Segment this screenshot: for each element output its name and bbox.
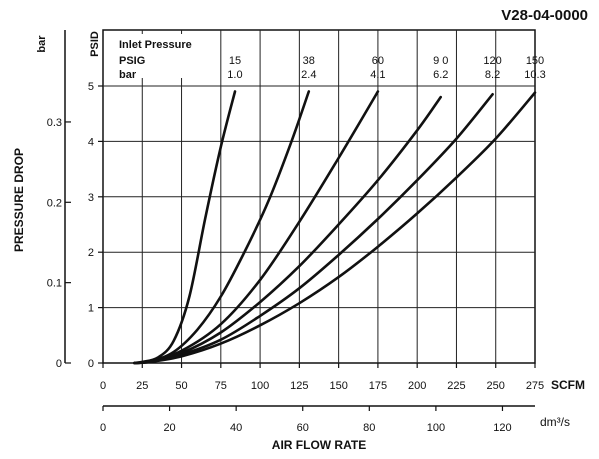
legend-title: Inlet Pressure	[119, 39, 192, 51]
scfm-unit-label: SCFM	[551, 378, 585, 392]
curve-label-bar: 8.2	[485, 69, 500, 81]
curve-label-psig: 9 0	[433, 55, 448, 67]
y-tick-label-psid: 5	[88, 81, 94, 93]
x-tick-label-dm3s: 120	[493, 422, 511, 434]
x-tick-label-scfm: 0	[100, 380, 106, 392]
curve-label-bar: 10.3	[524, 69, 545, 81]
x-ticks-dm3s: 0 20 40 60 80 100 120	[100, 406, 512, 434]
x-tick-label-scfm: 200	[408, 380, 426, 392]
curve-label-psig: 150	[526, 55, 544, 67]
y-tick-label-bar: 0	[56, 358, 62, 370]
curve-series-6	[133, 91, 537, 365]
x-tick-label-scfm: 175	[369, 380, 387, 392]
x-tick-label-scfm: 25	[136, 380, 148, 392]
curve-series-1	[133, 90, 237, 365]
bar-unit-label: bar	[36, 35, 48, 53]
y-tick-label-bar: 0.2	[47, 197, 62, 209]
curve-labels: 15 1.0 38 2.4 60 4.1 9 0 6.2 120 8.2 150 10.3	[227, 55, 545, 81]
psid-unit-label: PSID	[89, 31, 101, 57]
legend-background	[110, 34, 218, 78]
y-tick-label-psid: 2	[88, 247, 94, 259]
x-tick-label-dm3s: 100	[427, 422, 445, 434]
curve-label-psig: 38	[303, 55, 315, 67]
x-tick-label-scfm: 250	[487, 380, 505, 392]
y-tick-label-bar: 0.1	[47, 278, 62, 290]
x-tick-label-dm3s: 20	[163, 422, 175, 434]
x-tick-label-scfm: 225	[447, 380, 465, 392]
grid	[103, 30, 535, 363]
y-ticks-bar: 0 0.1 0.2 0.3	[47, 117, 71, 370]
x-tick-label-dm3s: 80	[363, 422, 375, 434]
curve-label-psig: 15	[229, 55, 241, 67]
x-tick-label-dm3s: 40	[230, 422, 242, 434]
x-tick-label-scfm: 100	[251, 380, 269, 392]
x-tick-label-scfm: 150	[329, 380, 347, 392]
curve-label-bar: 6.2	[433, 69, 448, 81]
x-tick-label-scfm: 125	[290, 380, 308, 392]
y-ticks-psid: 0 1 2 3 4 5	[88, 81, 103, 370]
y-tick-label-psid: 1	[88, 303, 94, 315]
x-tick-label-dm3s: 0	[100, 422, 106, 434]
x-tick-label-dm3s: 60	[297, 422, 309, 434]
y-tick-label-psid: 4	[88, 136, 94, 148]
curve-label-bar: 2.4	[301, 69, 316, 81]
dm3s-unit-label: dm³/s	[540, 415, 570, 429]
legend-bar-label: bar	[119, 69, 137, 81]
x-tick-label-scfm: 275	[526, 380, 544, 392]
part-number: V28-04-0000	[501, 7, 588, 24]
x-ticks-scfm: 0 25 50 75 100 125 150 175 200 225 250 275	[100, 363, 544, 392]
y-axis-title: PRESSURE DROP	[12, 148, 26, 252]
curve-label-psig: 60	[372, 55, 384, 67]
x-tick-label-scfm: 50	[175, 380, 187, 392]
y-tick-label-psid: 0	[88, 358, 94, 370]
curve-label-bar: 4.1	[370, 69, 385, 81]
curve-label-bar: 1.0	[227, 69, 242, 81]
x-axis-title: AIR FLOW RATE	[272, 438, 366, 452]
x-tick-label-scfm: 75	[215, 380, 227, 392]
y-tick-label-bar: 0.3	[47, 117, 62, 129]
legend-psig-label: PSIG	[119, 55, 145, 67]
curves	[133, 90, 537, 365]
y-tick-label-psid: 3	[88, 192, 94, 204]
curve-series-5	[133, 93, 494, 365]
curve-label-psig: 120	[483, 55, 501, 67]
